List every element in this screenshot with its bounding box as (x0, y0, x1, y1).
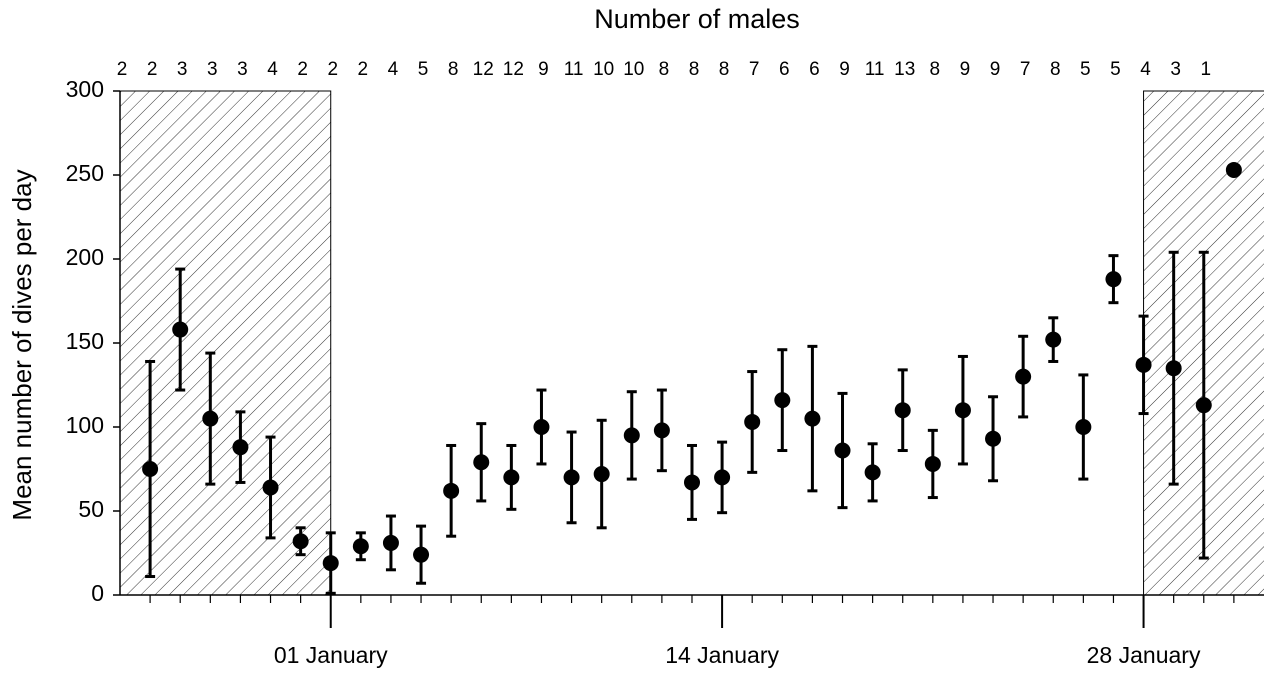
males-label: 3 (1170, 59, 1181, 80)
data-point (1225, 161, 1242, 178)
males-label: 8 (930, 59, 941, 80)
males-label: 3 (237, 59, 248, 80)
y-axis-label: Mean number of dives per day (7, 169, 37, 520)
x-tick-label: 28 January (1087, 642, 1201, 668)
males-label: 9 (538, 59, 549, 80)
males-label: 6 (809, 59, 820, 80)
data-point (413, 546, 430, 563)
shaded-range (119, 90, 332, 596)
data-point (473, 454, 490, 471)
data-point (714, 469, 731, 486)
data-point (172, 321, 189, 338)
data-point (894, 402, 911, 419)
data-point (1075, 419, 1092, 435)
data-point (1105, 271, 1122, 288)
males-label: 7 (1020, 59, 1031, 80)
males-label: 12 (473, 59, 494, 80)
males-label: 11 (865, 59, 885, 80)
males-label: 3 (177, 59, 188, 80)
data-point (503, 469, 520, 486)
data-point (683, 474, 700, 491)
data-point (352, 538, 369, 555)
males-label: 3 (207, 59, 218, 80)
data-point (864, 464, 881, 481)
y-tick-label: 250 (66, 160, 104, 186)
data-point (804, 410, 821, 427)
data-point (202, 410, 219, 427)
data-point (985, 430, 1002, 447)
data-point (924, 455, 941, 472)
data-point (593, 466, 610, 483)
data-point (1015, 368, 1032, 385)
males-label: 6 (779, 59, 790, 80)
data-point (1045, 331, 1062, 348)
males-label: 9 (839, 59, 850, 80)
males-label: 1 (1200, 59, 1211, 80)
data-point (322, 555, 339, 572)
males-label: 5 (1080, 59, 1091, 80)
males-label: 7 (749, 59, 760, 80)
males-label: 4 (1140, 59, 1151, 80)
males-label: 9 (960, 59, 971, 80)
y-tick-label: 100 (66, 412, 104, 438)
males-label: 12 (503, 59, 524, 80)
chart-title: Number of males (594, 4, 800, 34)
males-label: 2 (117, 59, 128, 80)
data-point (563, 469, 580, 486)
y-tick-label: 150 (66, 328, 104, 354)
males-label: 11 (564, 59, 584, 80)
data-point (834, 442, 851, 459)
data-point (744, 413, 761, 430)
data-point (232, 439, 249, 456)
y-tick-label: 50 (78, 496, 104, 522)
males-label: 8 (689, 59, 700, 80)
y-tick-label: 0 (91, 580, 104, 606)
data-point (443, 482, 460, 499)
males-label: 5 (1110, 59, 1121, 80)
y-tick-label: 200 (66, 244, 104, 270)
data-point (262, 479, 279, 496)
males-label: 8 (719, 59, 730, 80)
males-label: 9 (990, 59, 1001, 80)
males-label: 5 (418, 59, 429, 80)
males-label: 10 (593, 59, 614, 80)
x-tick-label: 01 January (274, 642, 388, 668)
males-label: 2 (297, 59, 308, 80)
males-label: 13 (894, 59, 915, 80)
males-label: 8 (659, 59, 670, 80)
data-point (623, 427, 640, 444)
males-label: 2 (327, 59, 338, 80)
data-point (1195, 397, 1212, 414)
data-point (382, 534, 399, 551)
data-point (653, 422, 670, 439)
males-label: 2 (358, 59, 369, 80)
data-point (533, 419, 550, 435)
data-point (142, 461, 159, 477)
males-label: 2 (147, 59, 158, 80)
y-tick-label: 300 (66, 76, 104, 102)
males-label: 8 (448, 59, 459, 80)
males-label: 10 (623, 59, 644, 80)
data-point (1135, 356, 1152, 373)
data-point (1165, 360, 1182, 377)
data-point (774, 392, 791, 409)
males-label: 4 (267, 59, 278, 80)
data-point (292, 533, 309, 550)
males-label: 8 (1050, 59, 1061, 80)
x-tick-label: 14 January (665, 642, 779, 668)
males-label: 4 (388, 59, 399, 80)
data-point (954, 402, 971, 419)
